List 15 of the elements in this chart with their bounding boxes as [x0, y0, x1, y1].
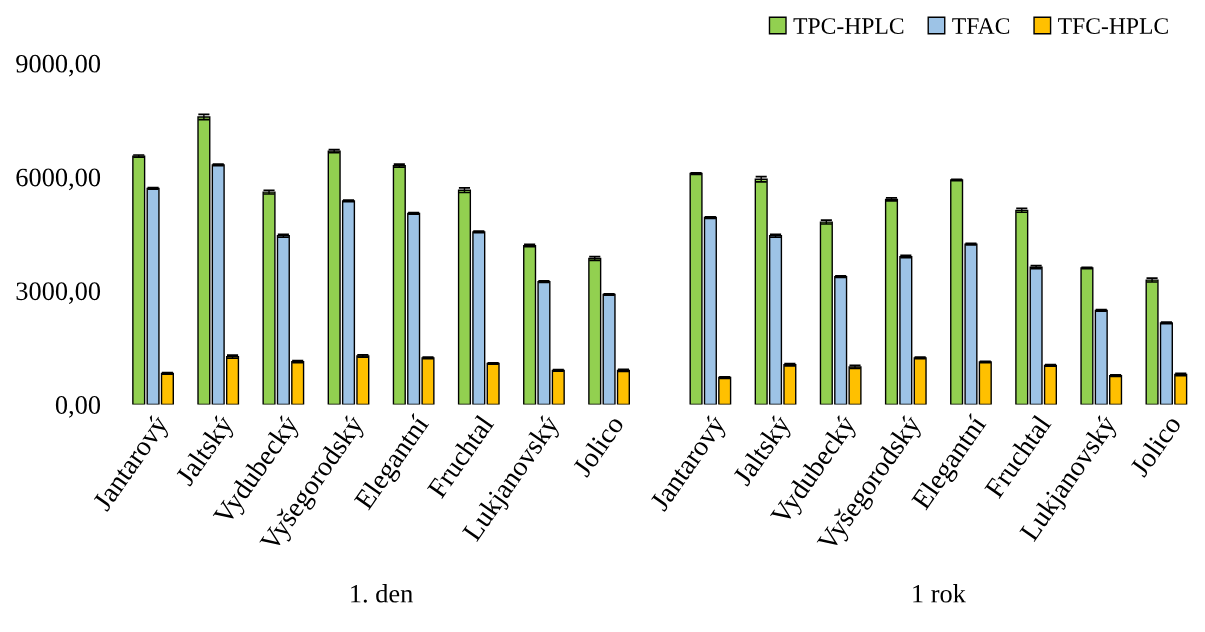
bar [197, 116, 211, 405]
bar [1080, 267, 1094, 405]
bar [132, 155, 146, 405]
bar [486, 362, 500, 405]
bar [913, 357, 927, 405]
y-tick-label: 9000,00 [16, 54, 101, 77]
bar [1015, 209, 1029, 405]
x-axis-title: 1 rok [913, 584, 966, 603]
x-axis-title: 1. den [351, 584, 413, 603]
y-tick-label: 6000,00 [16, 168, 101, 191]
legend-label: TPC-HPLC [793, 18, 904, 34]
legend-label: TFC-HPLC [1058, 18, 1168, 34]
legend-label: TFAC [952, 18, 1010, 34]
y-tick-label: 3000,00 [16, 282, 101, 304]
bar [588, 257, 602, 405]
